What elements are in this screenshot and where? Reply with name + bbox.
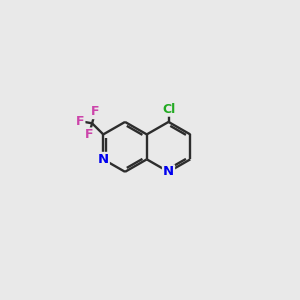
Text: N: N [163, 165, 174, 178]
Text: F: F [91, 105, 100, 118]
Text: Cl: Cl [162, 103, 175, 116]
Text: F: F [76, 115, 84, 128]
Text: F: F [85, 128, 93, 141]
Text: N: N [98, 153, 109, 166]
